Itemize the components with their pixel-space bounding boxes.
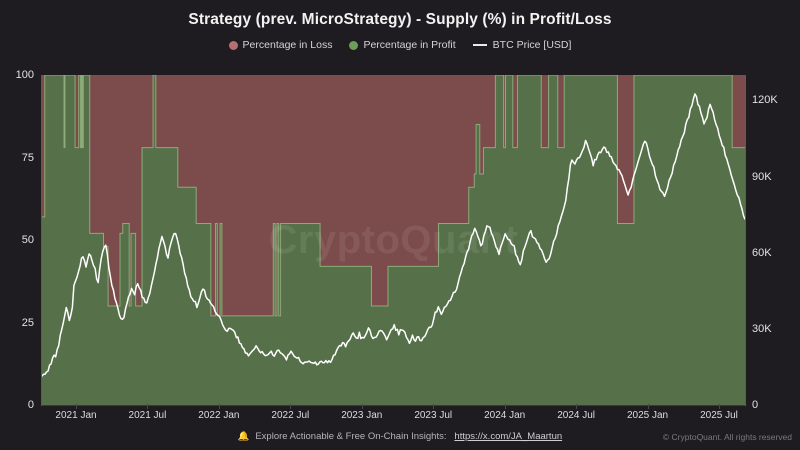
y-left-tick: 50 — [21, 234, 34, 246]
y-left-tick: 100 — [15, 69, 34, 81]
y-right-tick: 30K — [752, 322, 772, 335]
x-tick-mark — [290, 404, 292, 409]
y-axis-left: 0 25 50 75 100 — [0, 69, 34, 411]
btc-price-line-series — [42, 94, 745, 376]
page-title: Strategy (prev. MicroStrategy) - Supply … — [188, 11, 612, 28]
y-right-tick: 60K — [752, 246, 772, 259]
chart-legend: Percentage in Loss Percentage in Profit … — [0, 39, 800, 51]
x-tick-mark — [361, 404, 363, 409]
x-axis-tick: 2024 Jul — [557, 410, 596, 421]
x-tick-mark — [504, 404, 506, 409]
x-tick-mark — [218, 404, 220, 409]
x-axis-tick: 2025 Jan — [626, 410, 669, 421]
legend-item-profit[interactable]: Percentage in Profit — [349, 39, 456, 51]
legend-btc-label: BTC Price [USD] — [492, 39, 572, 51]
chart-svg — [42, 75, 745, 405]
legend-profit-label: Percentage in Profit — [363, 39, 456, 51]
x-axis-tick: 2024 Jan — [484, 410, 526, 421]
footer-bar: 🔔 Explore Actionable & Free On-Chain Ins… — [0, 428, 800, 450]
x-axis: 2021 Jan 2021 Jul 2022 Jan 2022 Jul 2023 Jan… — [42, 404, 745, 424]
y-right-tick: 120K — [752, 94, 778, 107]
y-left-tick: 0 — [27, 399, 34, 411]
legend-loss-swatch-icon — [228, 40, 238, 50]
legend-profit-swatch-icon — [349, 40, 359, 50]
x-axis-tick: 2021 Jan — [55, 410, 97, 421]
legend-item-btc[interactable]: BTC Price [USD] — [472, 39, 572, 51]
legend-btc-line-icon — [472, 44, 487, 46]
y-left-tick: 25 — [21, 316, 34, 329]
profit-area-series — [42, 75, 745, 405]
x-axis-tick: 2022 Jul — [271, 410, 310, 421]
footer-copyright: © CryptoQuant. All rights reserved — [662, 432, 792, 442]
x-axis-tick: 2021 Jul — [128, 410, 167, 421]
x-axis-tick: 2022 Jan — [198, 410, 240, 421]
profit-area-edge — [42, 75, 745, 317]
x-tick-mark — [147, 404, 149, 409]
x-axis-tick: 2023 Jan — [341, 410, 383, 421]
y-left-tick: 75 — [21, 151, 34, 164]
axis-spine-right — [745, 75, 746, 406]
x-tick-mark — [719, 404, 720, 409]
axis-spine-left — [41, 75, 42, 406]
plot-area[interactable]: CryptoQuant — [41, 75, 746, 406]
footer-promo: 🔔 Explore Actionable & Free On-Chain Ins… — [0, 431, 800, 442]
bell-icon: 🔔 — [237, 431, 250, 442]
x-tick-mark — [576, 404, 578, 409]
legend-loss-label: Percentage in Loss — [242, 39, 333, 51]
x-tick-mark — [647, 404, 649, 409]
x-axis-tick: 2025 Jul — [700, 410, 738, 421]
x-axis-tick: 2023 Jul — [414, 410, 453, 421]
y-right-tick: 0 — [752, 399, 759, 411]
x-tick-mark — [433, 404, 435, 409]
y-axis-right: 0 30K 60K 90K 120K — [752, 75, 800, 411]
y-right-tick: 90K — [752, 170, 772, 183]
footer-promo-text: Explore Actionable & Free On-Chain Insig… — [255, 431, 447, 442]
x-tick-mark — [76, 404, 77, 409]
axis-spine-bottom — [42, 405, 745, 406]
legend-item-loss[interactable]: Percentage in Loss — [228, 39, 333, 51]
footer-link[interactable]: https://x.com/JA_Maartun — [454, 431, 563, 442]
plot-canvas — [42, 75, 745, 405]
